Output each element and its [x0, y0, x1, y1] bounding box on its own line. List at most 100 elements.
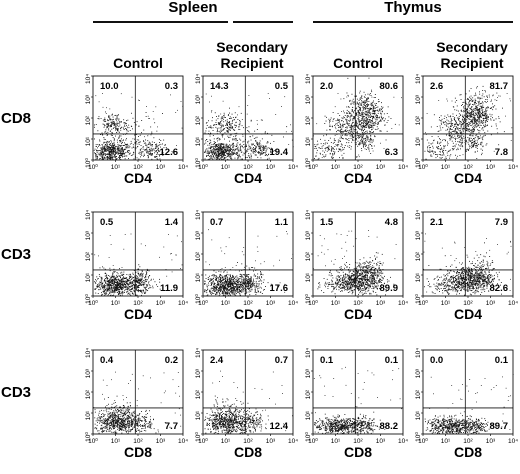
x-tick-label: 10²	[243, 300, 253, 307]
x-tick-label: 10²	[243, 438, 253, 445]
y-tick-label: 10¹	[415, 136, 422, 146]
x-tick-label: 10⁴	[288, 300, 298, 307]
quadrant-percent-upper-left: 0.7	[210, 217, 223, 228]
x-tick-label: 10³	[376, 300, 386, 307]
x-axis-label: CD4	[234, 170, 262, 186]
x-tick-label: 10³	[486, 164, 496, 171]
event-dots	[313, 366, 402, 434]
y-tick-label: 10²	[85, 389, 92, 399]
quadrant-percent-upper-right: 0.1	[385, 355, 399, 366]
x-tick-label: 10⁰	[198, 299, 208, 307]
event-dots	[93, 371, 182, 434]
x-tick-label: 10⁰	[308, 437, 318, 445]
quadrant-percent-lower-right: 12.6	[160, 147, 179, 158]
x-tick-label: 10¹	[441, 438, 451, 445]
quadrant-percent-upper-left: 2.6	[430, 81, 443, 92]
y-tick-label: 10⁰	[84, 432, 92, 442]
quadrant-percent-lower-right: 7.8	[495, 147, 508, 158]
x-tick-label: 10⁰	[88, 299, 98, 307]
y-tick-label: 10²	[415, 389, 422, 399]
quadrant-percent-upper-right: 1.4	[165, 217, 179, 228]
x-tick-label: 10⁰	[198, 437, 208, 445]
x-tick-label: 10¹	[331, 300, 341, 307]
x-axis-label: CD8	[344, 444, 372, 460]
plot-frame	[312, 211, 404, 297]
x-tick-label: 10²	[133, 438, 143, 445]
y-tick-label: 10²	[305, 251, 312, 261]
y-tick-label: 10⁰	[84, 294, 92, 304]
x-axis-label: CD4	[454, 170, 482, 186]
y-tick-label: 10⁰	[304, 432, 312, 442]
quadrant-percent-upper-right: 1.1	[275, 217, 289, 228]
event-dots	[424, 374, 514, 434]
y-tick-label: 10¹	[85, 136, 92, 146]
x-tick-label: 10⁰	[418, 299, 428, 307]
y-tick-label: 10⁴	[195, 348, 202, 358]
y-tick-label: 10³	[85, 368, 92, 378]
quadrant-percent-lower-right: 7.7	[165, 421, 178, 432]
x-tick-label: 10¹	[111, 300, 121, 307]
y-tick-label: 10⁰	[84, 158, 92, 168]
quadrant-percent-upper-right: 4.8	[385, 217, 398, 228]
x-tick-label: 10¹	[221, 164, 231, 171]
x-axis-label: CD4	[344, 170, 372, 186]
quadrant-percent-upper-right: 0.7	[275, 355, 288, 366]
y-tick-label: 10²	[85, 251, 92, 261]
y-tick-label: 10⁴	[85, 348, 92, 358]
y-tick-label: 10³	[195, 368, 202, 378]
quadrant-percent-lower-right: 12.4	[270, 421, 289, 432]
x-tick-label: 10³	[266, 438, 276, 445]
x-tick-label: 10³	[486, 438, 496, 445]
y-tick-label: 10²	[195, 389, 202, 399]
y-tick-label: 10⁰	[304, 158, 312, 168]
y-tick-label: 10⁴	[415, 74, 422, 84]
y-tick-label: 10²	[195, 115, 202, 125]
quadrant-percent-lower-right: 89.7	[490, 421, 509, 432]
y-tick-label: 10⁰	[414, 158, 422, 168]
quadrant-percent-upper-right: 0.5	[275, 81, 289, 92]
quadrant-percent-upper-left: 0.4	[100, 355, 114, 366]
y-tick-label: 10⁴	[305, 210, 312, 220]
row-label-cd3: CD3	[1, 246, 31, 263]
event-dots	[313, 230, 397, 296]
x-tick-label: 10³	[266, 164, 276, 171]
y-tick-label: 10³	[195, 94, 202, 104]
x-tick-label: 10²	[133, 300, 143, 307]
y-tick-label: 10³	[85, 230, 92, 240]
event-dots	[204, 229, 294, 296]
x-axis-label: CD8	[234, 444, 262, 460]
x-tick-label: 10¹	[111, 164, 121, 171]
y-tick-label: 10⁴	[415, 348, 422, 358]
quadrant-percent-upper-right: 81.7	[490, 81, 509, 92]
y-tick-label: 10³	[195, 230, 202, 240]
quadrant-percent-upper-left: 2.1	[430, 217, 444, 228]
quadrant-percent-upper-left: 2.0	[320, 81, 333, 92]
x-tick-label: 10³	[156, 438, 166, 445]
y-tick-label: 10³	[305, 94, 312, 104]
x-tick-label: 10²	[133, 164, 143, 171]
quadrant-percent-lower-right: 11.9	[160, 283, 178, 294]
y-tick-label: 10⁴	[195, 210, 202, 220]
y-tick-label: 10¹	[305, 410, 312, 420]
y-tick-label: 10¹	[415, 272, 422, 282]
condition-label-line1: Secondary	[436, 39, 508, 55]
x-tick-label: 10⁴	[288, 164, 298, 171]
x-tick-label: 10³	[376, 438, 386, 445]
x-axis-label: CD4	[234, 306, 262, 322]
plot-frame	[202, 75, 294, 161]
y-tick-label: 10²	[195, 251, 202, 261]
quadrant-percent-upper-right: 0.2	[165, 355, 178, 366]
y-tick-label: 10¹	[305, 272, 312, 282]
x-tick-label: 10⁴	[178, 438, 188, 445]
y-tick-label: 10¹	[195, 272, 202, 282]
event-dots	[204, 93, 294, 160]
y-tick-label: 10¹	[305, 136, 312, 146]
x-tick-label: 10²	[463, 164, 473, 171]
